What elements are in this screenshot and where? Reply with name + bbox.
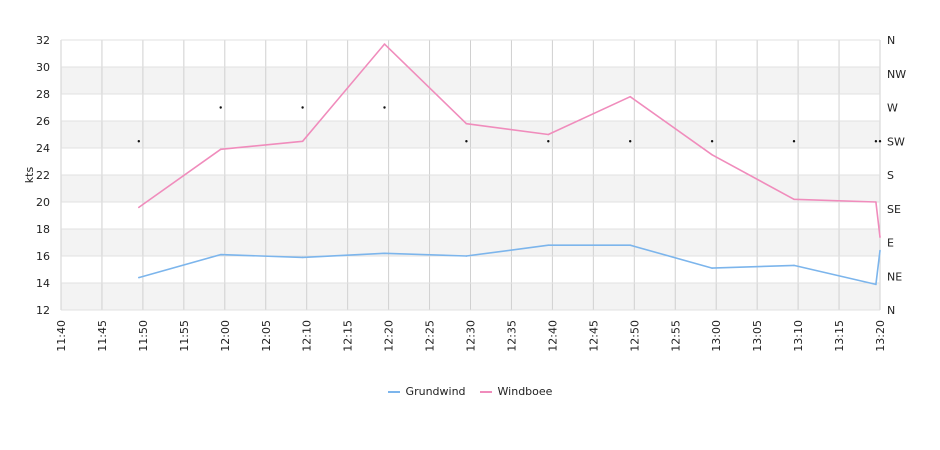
legend-item-grundwind[interactable]: Grundwind [387, 385, 466, 398]
x-tick-label: 13:10 [792, 320, 805, 352]
direction-marker [547, 140, 550, 143]
y-axis-left: 12 14 16 18 20 22 24 26 28 30 32 [36, 34, 50, 317]
direction-tick-label: SE [887, 203, 901, 216]
data-point-grundwind [547, 244, 550, 246]
x-tick-label: 12:00 [219, 320, 232, 352]
data-point-grundwind [711, 267, 713, 269]
direction-marker [219, 106, 222, 109]
x-tick-label: 12:40 [546, 320, 559, 352]
x-tick-label: 11:40 [55, 320, 68, 352]
legend-label-grundwind: Grundwind [405, 385, 466, 398]
y-tick-label: 14 [36, 277, 50, 290]
data-point-windboee [138, 206, 140, 209]
direction-tick-label: E [887, 237, 894, 250]
data-point-grundwind [875, 283, 877, 286]
direction-tick-label: NE [887, 270, 902, 283]
x-tick-label: 11:55 [178, 320, 191, 352]
x-tick-label: 13:20 [874, 320, 887, 352]
data-point-grundwind [879, 249, 881, 252]
legend-swatch-grundwind [387, 390, 400, 393]
direction-tick-label: N [887, 34, 895, 47]
direction-tick-label: NW [887, 68, 906, 81]
data-point-grundwind [629, 244, 632, 246]
data-point-windboee [793, 198, 795, 201]
x-tick-label: 12:10 [301, 320, 314, 352]
legend-label-windboee: Windboee [497, 385, 553, 398]
data-point-windboee [875, 201, 877, 203]
x-tick-label: 13:05 [751, 320, 764, 352]
x-tick-label: 11:50 [137, 320, 150, 352]
x-tick-label: 11:45 [96, 320, 109, 352]
x-tick-label: 12:25 [424, 320, 437, 352]
direction-marker [465, 140, 468, 143]
y-tick-label: 28 [36, 88, 50, 101]
y-tick-label: 12 [36, 304, 50, 317]
x-tick-label: 12:05 [260, 320, 273, 352]
direction-marker [301, 106, 304, 109]
data-point-windboee [711, 153, 713, 156]
legend: Grundwind Windboee [0, 385, 940, 398]
data-point-grundwind [465, 255, 468, 257]
y-tick-label: 18 [36, 223, 50, 236]
y-axis-title: kts [23, 167, 36, 184]
x-tick-label: 12:30 [465, 320, 478, 352]
x-tick-label: 12:45 [587, 320, 600, 352]
data-point-grundwind [301, 256, 304, 259]
legend-swatch-windboee [479, 390, 492, 393]
direction-marker [629, 140, 632, 143]
legend-item-windboee[interactable]: Windboee [479, 385, 553, 398]
y-tick-label: 26 [36, 115, 50, 128]
data-point-windboee [629, 95, 632, 98]
y-tick-label: 22 [36, 169, 50, 182]
direction-marker [792, 140, 796, 143]
x-tick-label: 12:20 [383, 320, 396, 352]
y-tick-label: 32 [36, 34, 50, 47]
series-lines [138, 43, 881, 286]
direction-markers [137, 106, 882, 143]
data-point-windboee [219, 148, 222, 151]
data-point-grundwind [383, 252, 386, 255]
y-tick-label: 16 [36, 250, 50, 263]
x-tick-label: 13:00 [710, 320, 723, 352]
data-point-windboee [547, 133, 550, 136]
data-point-windboee [879, 236, 881, 238]
x-tick-label: 12:50 [628, 320, 641, 352]
x-tick-label: 13:15 [833, 320, 846, 352]
x-tick-label: 12:15 [342, 320, 355, 352]
direction-tick-label: SW [887, 135, 905, 148]
data-point-windboee [301, 140, 304, 143]
x-axis: 11:40 11:45 11:50 11:55 12:00 12:05 12:10 12:15… [55, 320, 887, 352]
y-tick-label: 20 [36, 196, 50, 209]
data-point-grundwind [138, 276, 140, 279]
data-point-grundwind [219, 253, 222, 256]
horizontal-grid [61, 39, 880, 311]
direction-tick-label: W [887, 102, 898, 115]
data-point-windboee [383, 43, 386, 45]
data-point-grundwind [793, 264, 795, 267]
direction-marker [878, 140, 882, 143]
y-tick-label: 24 [36, 142, 50, 155]
direction-tick-label: S [887, 169, 894, 182]
x-tick-label: 12:35 [505, 320, 518, 352]
direction-marker [137, 140, 141, 143]
direction-tick-label: N [887, 304, 895, 317]
y-axis-right: N NE E SE S SW W NW N [887, 34, 906, 317]
direction-marker [710, 140, 714, 143]
direction-marker [874, 140, 878, 143]
x-tick-label: 12:55 [669, 320, 682, 352]
y-tick-label: 30 [36, 61, 50, 74]
direction-marker [383, 106, 386, 109]
data-point-windboee [465, 122, 468, 125]
